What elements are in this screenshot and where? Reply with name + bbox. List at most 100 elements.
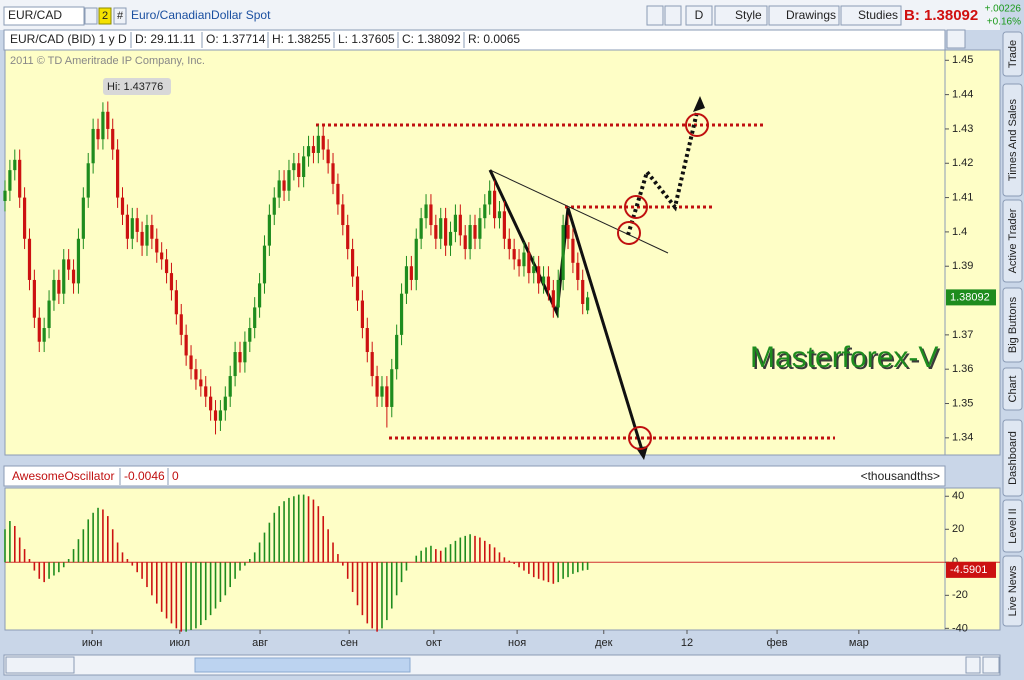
zoom-tools[interactable] <box>5 656 75 674</box>
price-plot <box>4 49 946 456</box>
candle-body <box>140 231 144 246</box>
units: <thousandths> <box>861 469 940 483</box>
expand[interactable] <box>982 656 1000 674</box>
y-tick-label: 1.44 <box>952 89 973 101</box>
chart-settings[interactable] <box>946 29 966 49</box>
tab-label[interactable]: Dashboard <box>1007 431 1019 485</box>
style-button[interactable] <box>714 5 768 26</box>
hi-label-box <box>103 78 171 95</box>
candle-body <box>81 197 85 239</box>
candle-body <box>32 279 36 318</box>
candle-body <box>130 218 134 239</box>
candle-body <box>419 218 423 239</box>
candle-body <box>581 279 585 304</box>
tab-label[interactable]: Live News <box>1007 565 1019 616</box>
tab[interactable] <box>1002 555 1023 627</box>
candle-body <box>321 135 325 150</box>
x-tick-label: окт <box>426 637 442 649</box>
description: Euro/CanadianDollar Spot <box>131 8 271 22</box>
candle-body <box>380 386 384 397</box>
tab[interactable] <box>1002 83 1023 197</box>
candle-body <box>209 396 213 411</box>
tab[interactable] <box>1002 199 1023 283</box>
candle-body <box>76 238 81 284</box>
candle-body <box>365 328 369 353</box>
candle-body <box>497 211 502 219</box>
candle-body <box>331 163 335 184</box>
candle-body <box>179 314 183 335</box>
last-value-box <box>946 561 996 578</box>
candle-body <box>233 352 237 377</box>
candle-body <box>184 334 188 356</box>
scroll-right[interactable] <box>965 656 981 674</box>
drawings-label: Drawings <box>786 8 836 22</box>
candle-body <box>311 146 316 153</box>
link-number: 2 <box>102 10 108 22</box>
candle-body <box>399 293 404 335</box>
y-tick-label: 1.43 <box>952 123 973 135</box>
info-field: R: 0.0065 <box>468 32 520 46</box>
candle-body <box>125 214 129 239</box>
candle-body <box>561 225 565 280</box>
bid: B: 1.38092 <box>904 7 978 24</box>
x-tick-label: дек <box>595 637 613 649</box>
tab[interactable] <box>1002 367 1023 411</box>
candle-body <box>145 225 149 246</box>
tool-icon[interactable] <box>646 5 664 26</box>
symbol-dropdown[interactable] <box>84 7 98 25</box>
candle-body <box>22 197 27 239</box>
candle-body <box>434 225 438 239</box>
drawings-button[interactable] <box>768 5 840 26</box>
candle-body <box>18 159 22 198</box>
study-bar <box>3 465 946 487</box>
last-price: 1.38092 <box>950 291 990 303</box>
y-tick-label: 1.4 <box>952 226 967 238</box>
tab-label[interactable]: Big Buttons <box>1007 296 1019 353</box>
hash-box[interactable] <box>113 7 127 25</box>
candle-body <box>3 190 7 202</box>
scroll-thumb[interactable] <box>194 657 411 673</box>
candle-body <box>370 352 374 377</box>
period: D <box>695 8 704 22</box>
y-tick-label: 1.34 <box>952 432 973 444</box>
candle-body <box>228 376 232 397</box>
tool-icon[interactable] <box>664 5 682 26</box>
tab-label[interactable]: Times And Sales <box>1007 98 1019 181</box>
tab-label[interactable]: Active Trader <box>1007 208 1019 273</box>
candle-body <box>267 214 271 246</box>
y-tick-label: 1.35 <box>952 397 973 409</box>
candle-body <box>243 341 247 363</box>
candle-body <box>375 376 379 397</box>
candle-body <box>189 355 193 370</box>
info-field: C: 1.38092 <box>402 32 461 46</box>
studies-button[interactable] <box>840 5 902 26</box>
candle-body <box>292 163 296 171</box>
hash: # <box>117 10 124 22</box>
x-axis <box>4 632 1000 654</box>
candle-body <box>27 238 32 280</box>
level-line <box>316 123 835 440</box>
candle-body <box>473 225 477 239</box>
link-box[interactable] <box>98 7 112 25</box>
circle <box>617 221 641 245</box>
tab[interactable] <box>1002 499 1023 553</box>
candle-body <box>248 328 252 342</box>
candle-body <box>360 300 364 329</box>
candle-body <box>47 300 51 329</box>
symbol-box[interactable] <box>3 6 85 26</box>
candle-body <box>551 290 555 308</box>
last-price-box <box>946 289 996 306</box>
candle-body <box>297 163 301 177</box>
tab[interactable] <box>1002 419 1023 497</box>
candle-body <box>390 369 394 407</box>
scrollbar <box>3 654 1001 676</box>
tab[interactable] <box>1002 31 1023 77</box>
y2-tick-label: -40 <box>952 622 968 634</box>
tab[interactable] <box>1002 287 1023 363</box>
candle-body <box>483 204 487 219</box>
period-button[interactable] <box>685 5 713 26</box>
candle-body <box>62 259 66 294</box>
tab-label[interactable]: Trade <box>1007 40 1019 68</box>
tab-label[interactable]: Chart <box>1007 376 1019 403</box>
tab-label[interactable]: Level II <box>1007 508 1019 543</box>
